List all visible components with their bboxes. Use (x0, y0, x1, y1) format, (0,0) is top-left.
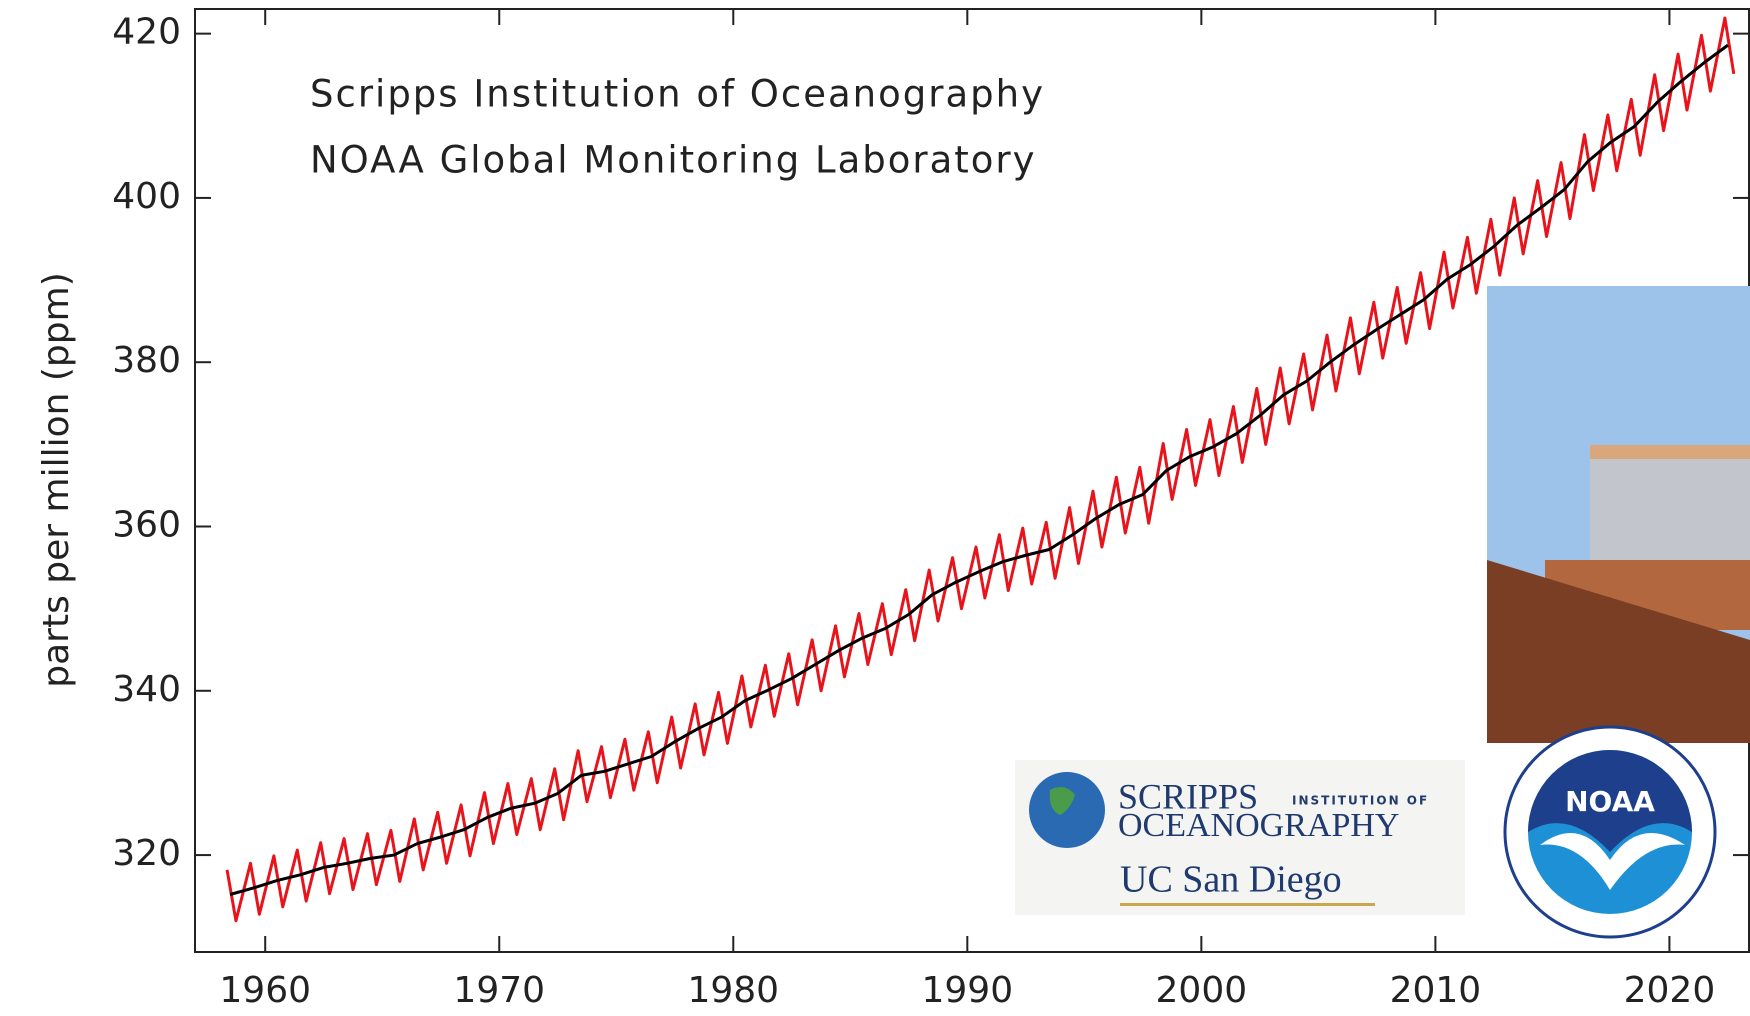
annotation: Scripps Institution of Oceanography (310, 73, 1045, 116)
x-tick-label: 2010 (1390, 970, 1482, 1011)
noaa-logo: NOAA (1503, 725, 1717, 939)
photo-dome (1590, 450, 1750, 570)
noaa-top (1528, 750, 1692, 852)
x-tick-label: 2000 (1156, 970, 1248, 1011)
y-axis-label: parts per million (ppm) (36, 272, 77, 688)
x-tick-label: 2020 (1624, 970, 1716, 1011)
y-tick-label: 320 (112, 833, 181, 874)
globe-land (1049, 786, 1075, 815)
x-tick-label: 1980 (687, 970, 779, 1011)
logo-text: OCEANOGRAPHY (1118, 807, 1399, 844)
photo-dome-rim (1590, 445, 1750, 459)
globe (1029, 772, 1105, 848)
x-tick-label: 1960 (219, 970, 311, 1011)
logo-underline (1120, 903, 1375, 906)
plot-area: 1960 1970 1980 1990 2000 2010 2020 320 340 360 380… (112, 8, 1750, 1011)
noaa-gull (1540, 833, 1685, 890)
series-line (229, 43, 1729, 896)
noaa-text: NOAA (1565, 785, 1655, 818)
photo (1487, 286, 1750, 743)
logo-text: INSTITUTION OF (1292, 794, 1429, 808)
y-tick-label: 340 (112, 669, 181, 710)
x-tick-label: 1970 (453, 970, 545, 1011)
logo-text: SCRIPPS (1118, 776, 1258, 816)
y-tick-label: 360 (112, 505, 181, 546)
logo-text: UC San Diego (1120, 859, 1342, 901)
photo-hill (1487, 560, 1750, 743)
scripps-logo: SCRIPPS INSTITUTION OF OCEANOGRAPHY UC S… (1015, 760, 1465, 915)
y-tick-label: 380 (112, 340, 181, 381)
x-tick-label: 1990 (922, 970, 1014, 1011)
annotation: NOAA Global Monitoring Laboratory (310, 139, 1037, 182)
y-tick-label: 400 (112, 176, 181, 217)
y-tick-label: 420 (112, 12, 181, 53)
